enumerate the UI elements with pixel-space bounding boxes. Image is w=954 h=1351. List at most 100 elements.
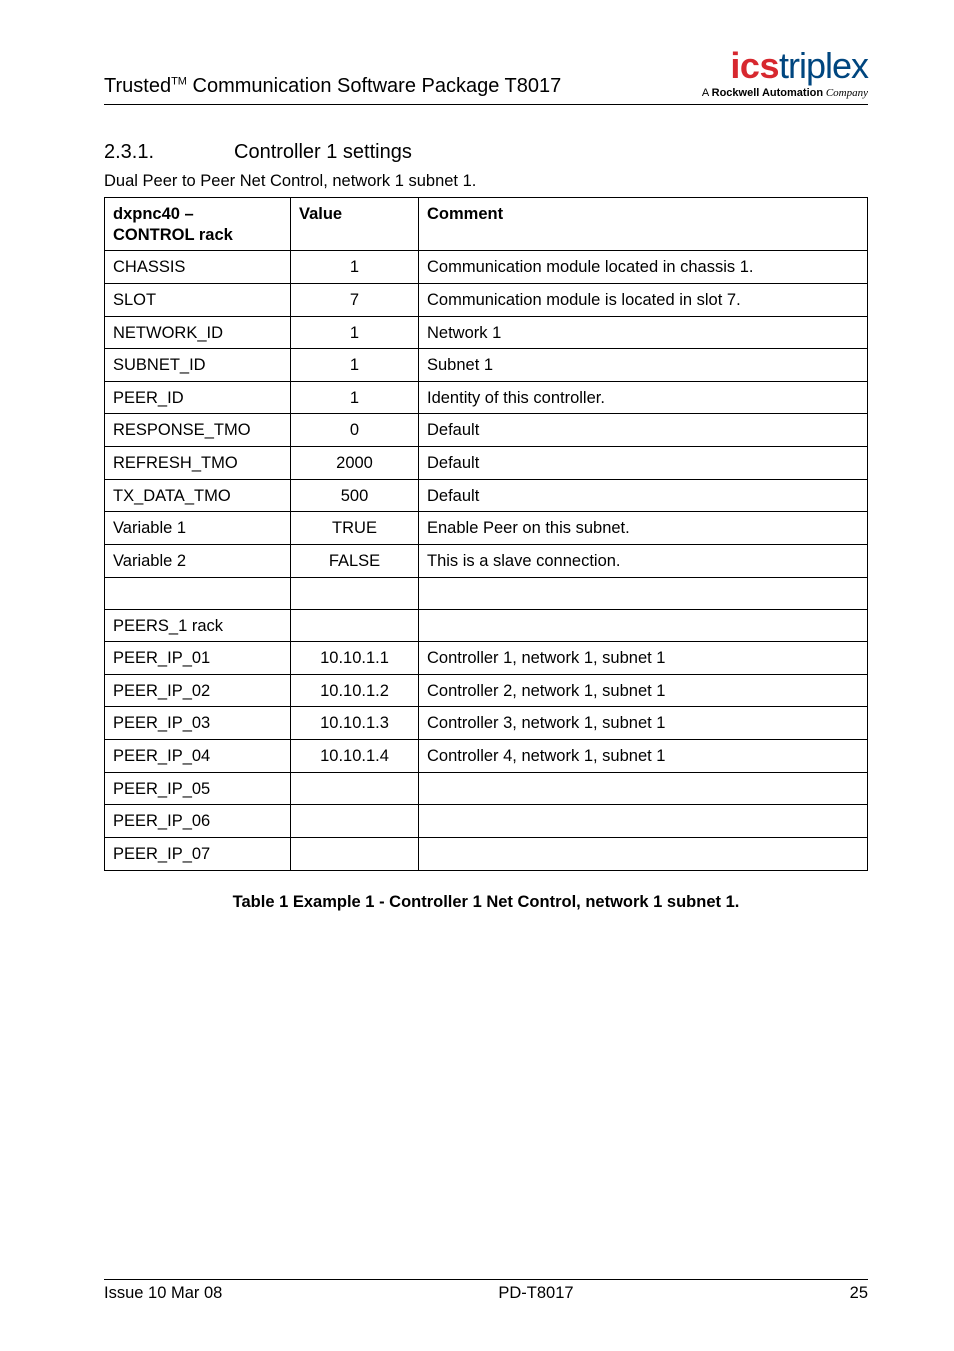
footer-left: Issue 10 Mar 08 <box>104 1284 222 1303</box>
cell-comment <box>419 577 868 609</box>
table-row: PEER_IP_06 <box>105 805 868 838</box>
cell-comment <box>419 837 868 870</box>
cell-value: 0 <box>291 414 419 447</box>
cell-comment: Identity of this controller. <box>419 381 868 414</box>
cell-param <box>105 577 291 609</box>
table-row: TX_DATA_TMO500Default <box>105 479 868 512</box>
page-footer: Issue 10 Mar 08 PD-T8017 25 <box>104 1279 868 1303</box>
cell-comment: Default <box>419 447 868 480</box>
table-row: PEER_IP_0310.10.1.3Controller 3, network… <box>105 707 868 740</box>
table-row: PEER_IP_0110.10.1.1Controller 1, network… <box>105 642 868 675</box>
cell-value: 2000 <box>291 447 419 480</box>
cell-value <box>291 805 419 838</box>
section-number: 2.3.1. <box>104 141 234 164</box>
th-comment: Comment <box>419 198 868 251</box>
cell-param: RESPONSE_TMO <box>105 414 291 447</box>
cell-param: Variable 1 <box>105 512 291 545</box>
cell-comment <box>419 805 868 838</box>
cell-comment: Default <box>419 414 868 447</box>
table-row: PEERS_1 rack <box>105 609 868 642</box>
footer-center: PD-T8017 <box>498 1284 573 1303</box>
logo-block: icstriplex A Rockwell Automation Company <box>702 48 868 100</box>
cell-comment: Communication module located in chassis … <box>419 251 868 284</box>
cell-comment <box>419 772 868 805</box>
cell-param: NETWORK_ID <box>105 316 291 349</box>
table-row: RESPONSE_TMO0Default <box>105 414 868 447</box>
title-tm: TM <box>171 75 187 87</box>
cell-comment: Controller 1, network 1, subnet 1 <box>419 642 868 675</box>
table-row: PEER_IP_05 <box>105 772 868 805</box>
table-row: PEER_IP_0210.10.1.2Controller 2, network… <box>105 674 868 707</box>
cell-value: 1 <box>291 316 419 349</box>
cell-param: SUBNET_ID <box>105 349 291 382</box>
section-heading: 2.3.1.Controller 1 settings <box>104 141 868 164</box>
footer-right: 25 <box>850 1284 868 1303</box>
table-row: SUBNET_ID1Subnet 1 <box>105 349 868 382</box>
table-row: SLOT7Communication module is located in … <box>105 283 868 316</box>
cell-comment: Controller 4, network 1, subnet 1 <box>419 740 868 773</box>
table-header-row: dxpnc40 – CONTROL rack Value Comment <box>105 198 868 251</box>
th-param-line1: dxpnc40 – <box>113 205 194 223</box>
table-row: PEER_IP_07 <box>105 837 868 870</box>
title-prefix: Trusted <box>104 75 171 97</box>
cell-value: 10.10.1.1 <box>291 642 419 675</box>
cell-param: PEER_IP_06 <box>105 805 291 838</box>
cell-value: 1 <box>291 349 419 382</box>
table-body: CHASSIS1Communication module located in … <box>105 251 868 870</box>
cell-comment <box>419 609 868 642</box>
cell-param: PEER_IP_01 <box>105 642 291 675</box>
cell-value: 10.10.1.2 <box>291 674 419 707</box>
logo-ics: ics <box>730 45 779 86</box>
cell-value: 7 <box>291 283 419 316</box>
title-rest: Communication Software Package T8017 <box>187 75 561 97</box>
th-value: Value <box>291 198 419 251</box>
cell-value <box>291 577 419 609</box>
th-param-line2: CONTROL rack <box>113 226 233 244</box>
header-title: TrustedTM Communication Software Package… <box>104 75 561 100</box>
cell-value: 10.10.1.4 <box>291 740 419 773</box>
section-subtitle: Dual Peer to Peer Net Control, network 1… <box>104 172 868 191</box>
cell-param: PEER_IP_02 <box>105 674 291 707</box>
cell-param: PEER_ID <box>105 381 291 414</box>
cell-param: PEER_IP_03 <box>105 707 291 740</box>
cell-param: PEERS_1 rack <box>105 609 291 642</box>
table-row <box>105 577 868 609</box>
table-row: CHASSIS1Communication module located in … <box>105 251 868 284</box>
page: TrustedTM Communication Software Package… <box>0 0 954 1351</box>
cell-param: PEER_IP_05 <box>105 772 291 805</box>
cell-param: PEER_IP_04 <box>105 740 291 773</box>
cell-comment: This is a slave connection. <box>419 544 868 577</box>
cell-value: 10.10.1.3 <box>291 707 419 740</box>
logo-sub-rockwell: Rockwell Automation <box>712 87 823 99</box>
cell-param: REFRESH_TMO <box>105 447 291 480</box>
section-title: Controller 1 settings <box>234 141 412 163</box>
cell-value <box>291 837 419 870</box>
table-row: REFRESH_TMO2000Default <box>105 447 868 480</box>
table-row: NETWORK_ID1Network 1 <box>105 316 868 349</box>
logo-sub-company: Company <box>823 87 868 99</box>
cell-comment: Enable Peer on this subnet. <box>419 512 868 545</box>
cell-value: 500 <box>291 479 419 512</box>
cell-value <box>291 772 419 805</box>
cell-comment: Default <box>419 479 868 512</box>
table-row: PEER_ID1Identity of this controller. <box>105 381 868 414</box>
cell-value: 1 <box>291 251 419 284</box>
logo-sub-prefix: A <box>702 87 712 99</box>
cell-value: FALSE <box>291 544 419 577</box>
cell-comment: Communication module is located in slot … <box>419 283 868 316</box>
cell-comment: Subnet 1 <box>419 349 868 382</box>
cell-value: TRUE <box>291 512 419 545</box>
table-row: PEER_IP_0410.10.1.4Controller 4, network… <box>105 740 868 773</box>
logo-main: icstriplex <box>702 48 868 84</box>
cell-comment: Controller 3, network 1, subnet 1 <box>419 707 868 740</box>
table-row: Variable 2FALSEThis is a slave connectio… <box>105 544 868 577</box>
logo-triplex: triplex <box>779 45 868 86</box>
cell-param: CHASSIS <box>105 251 291 284</box>
cell-value: 1 <box>291 381 419 414</box>
cell-comment: Controller 2, network 1, subnet 1 <box>419 674 868 707</box>
logo-sub: A Rockwell Automation Company <box>702 88 868 99</box>
table-caption: Table 1 Example 1 - Controller 1 Net Con… <box>104 893 868 912</box>
settings-table: dxpnc40 – CONTROL rack Value Comment CHA… <box>104 197 868 871</box>
cell-value <box>291 609 419 642</box>
th-param: dxpnc40 – CONTROL rack <box>105 198 291 251</box>
